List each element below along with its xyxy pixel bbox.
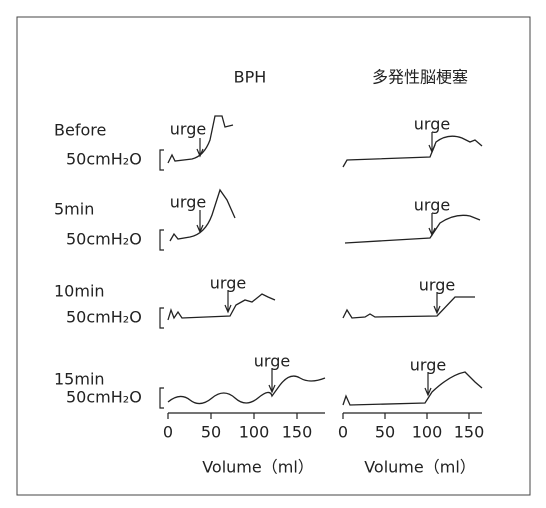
row-label: Before — [54, 121, 106, 140]
urge-label: urge — [170, 120, 206, 139]
cystometrogram — [342, 135, 483, 168]
scale-label: 50cmH₂O — [66, 308, 142, 327]
cystometrogram — [342, 296, 475, 319]
cystometrogram — [342, 371, 483, 406]
x-tick-label: 100 — [412, 423, 443, 442]
cystometrogram — [167, 375, 326, 405]
urge-label: urge — [170, 193, 206, 212]
cystometrogram — [344, 214, 481, 244]
column-header: 多発性脳梗塞 — [372, 68, 468, 87]
scale-bar — [159, 229, 164, 251]
scale-label: 50cmH₂O — [66, 230, 142, 249]
row-label: 5min — [54, 200, 94, 219]
urge-arrow — [268, 368, 276, 394]
urge-label: urge — [414, 196, 450, 215]
urge-label: urge — [410, 356, 446, 375]
x-axis-label: Volume（ml） — [364, 458, 476, 477]
urge-arrow — [428, 132, 436, 154]
row-label: 15min — [54, 370, 105, 389]
urge-arrow — [196, 138, 204, 158]
scale-label: 50cmH₂O — [66, 150, 142, 169]
urge-label: urge — [419, 276, 455, 295]
urge-arrow — [433, 292, 441, 315]
urge-label: urge — [210, 274, 246, 293]
urge-label: urge — [254, 352, 290, 371]
scale-bar — [159, 307, 164, 329]
urge-arrow — [196, 210, 204, 234]
x-tick-label: 0 — [163, 423, 173, 442]
scale-bar — [159, 149, 164, 171]
x-tick-label: 100 — [239, 423, 270, 442]
x-tick-label: 50 — [201, 423, 221, 442]
x-tick-label: 150 — [454, 423, 485, 442]
scale-label: 50cmH₂O — [66, 388, 142, 407]
frame — [16, 16, 531, 496]
urge-arrow — [224, 290, 232, 314]
cystometrogram — [167, 115, 234, 164]
cystometrogram — [167, 293, 276, 321]
cystometrogram — [169, 188, 236, 242]
urge-label: urge — [414, 115, 450, 134]
scale-bar — [159, 387, 164, 409]
urge-arrow — [424, 372, 432, 397]
x-tick-label: 50 — [375, 423, 395, 442]
x-tick-label: 0 — [338, 423, 348, 442]
column-header: BPH — [234, 68, 267, 87]
x-tick-label: 150 — [282, 423, 313, 442]
x-axis-label: Volume（ml） — [202, 458, 314, 477]
row-label: 10min — [54, 282, 105, 301]
